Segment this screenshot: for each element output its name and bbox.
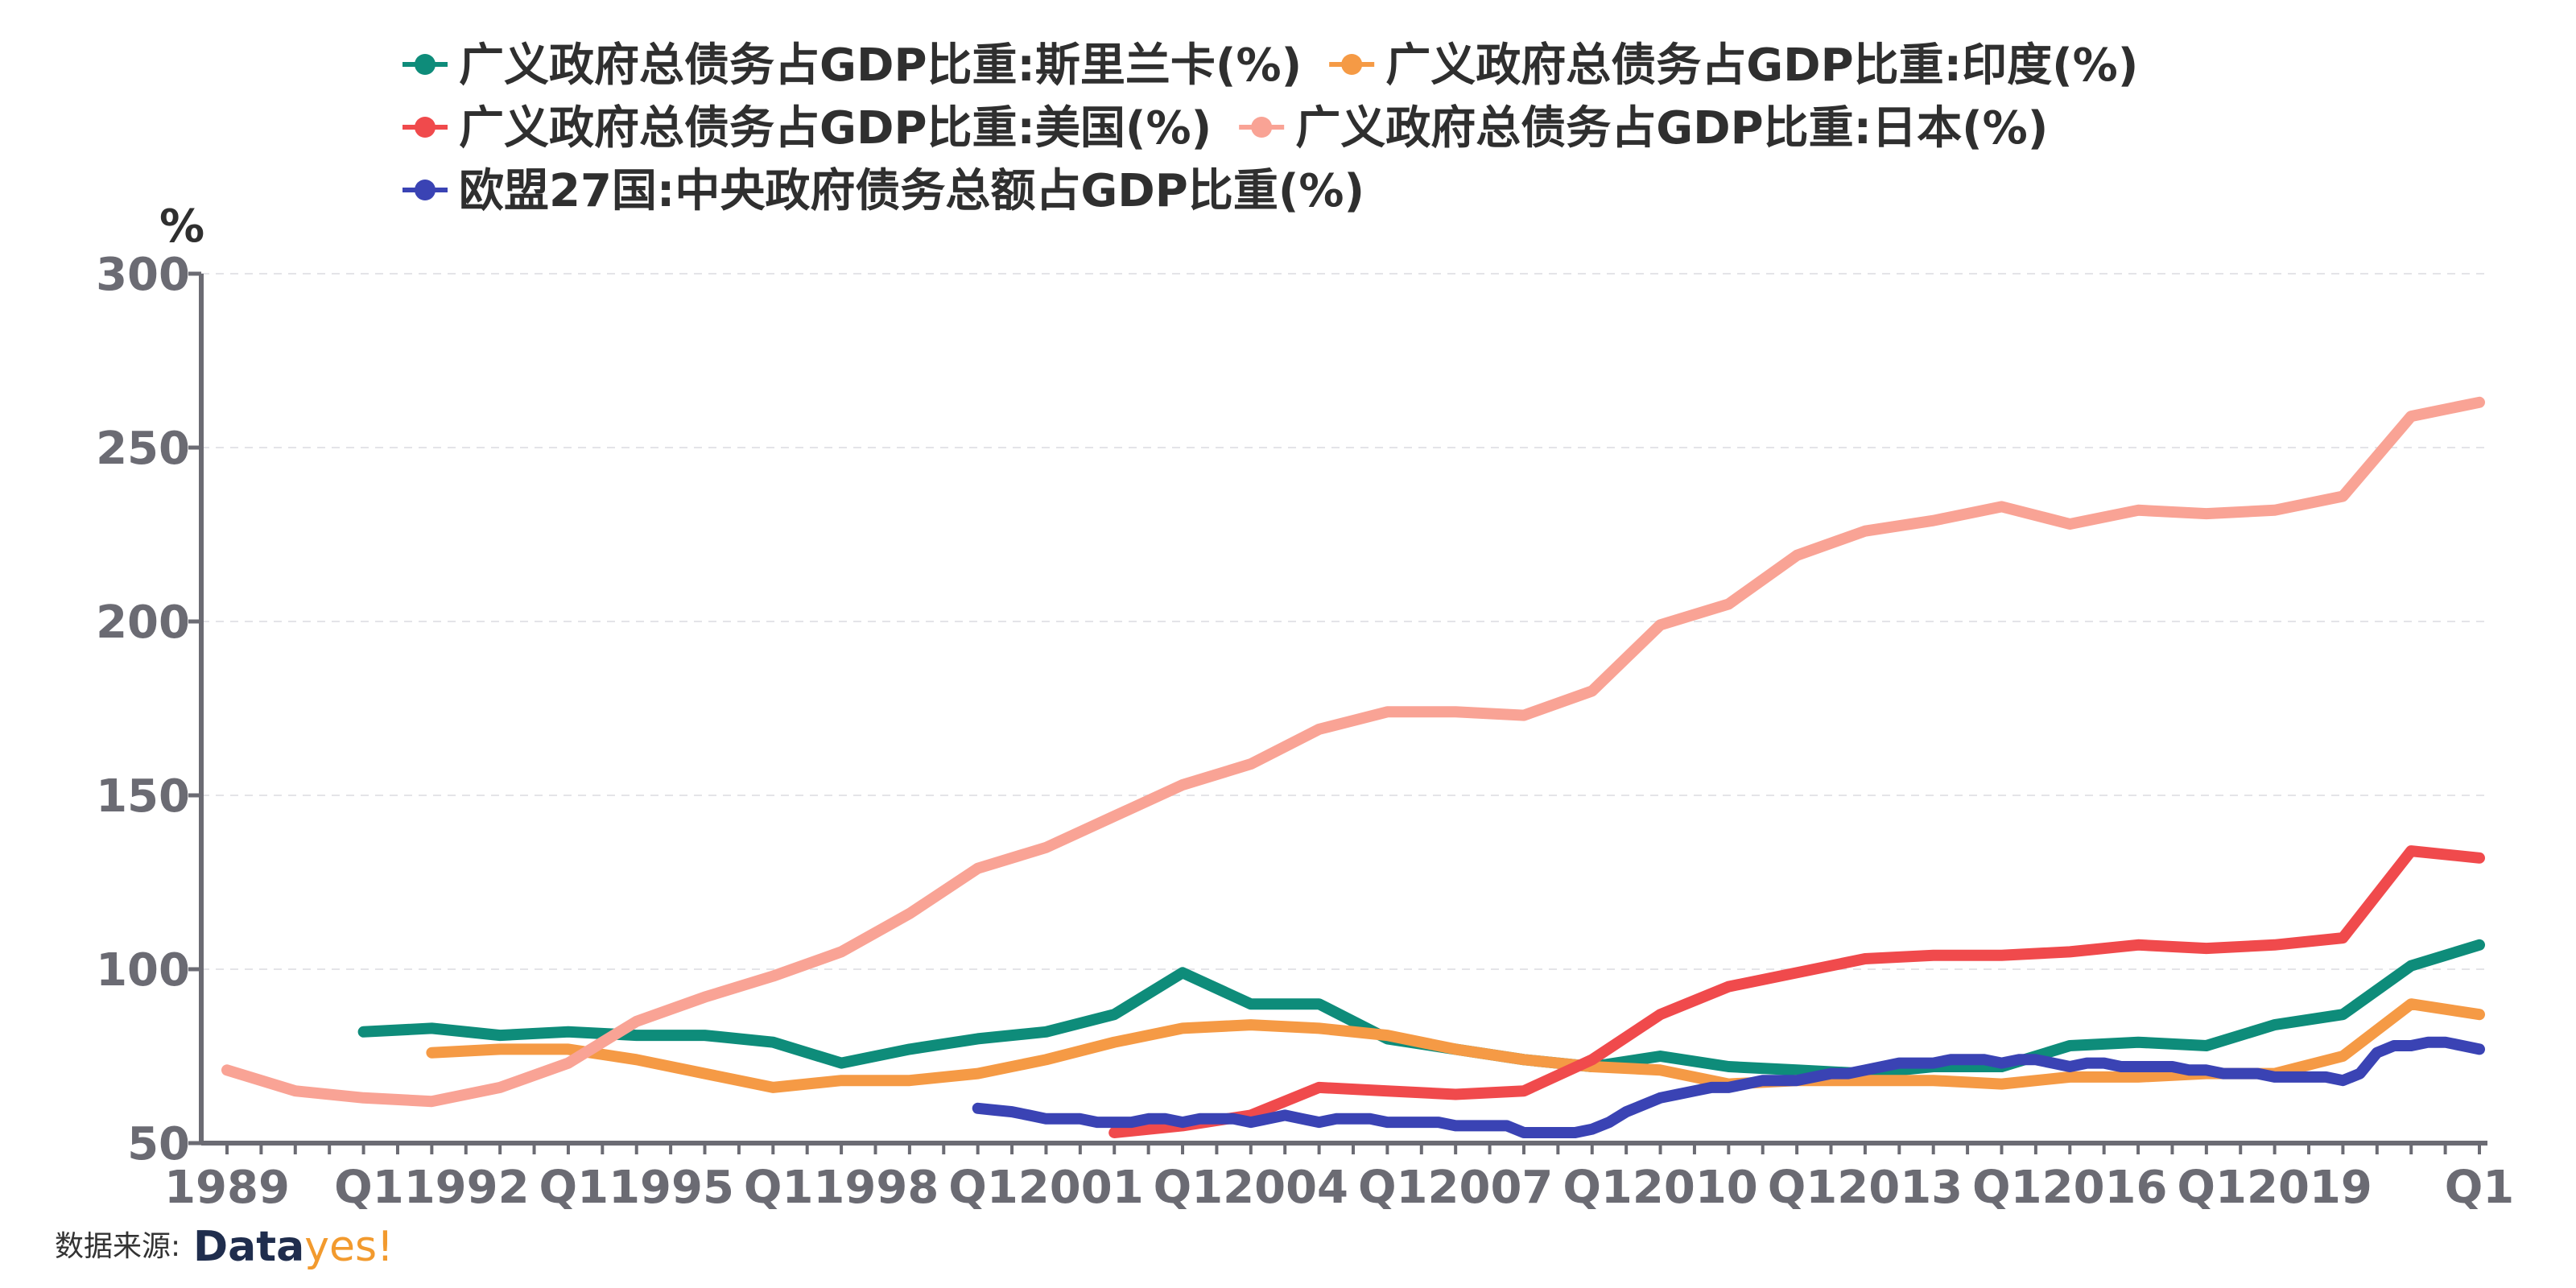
data-source-label: 数据来源: [55,1230,180,1263]
y-tick-label: 300 [96,249,190,301]
x-tick-labels: 1989 Q11992 Q11995 Q11998 Q12001 Q12004 Q12007… [164,1143,2514,1214]
series-line [972,1036,2485,1138]
legend-label: 广义政府总债务占GDP比重:斯里兰卡(%) [459,39,1302,92]
axes [199,274,2487,1146]
legend-swatch-marker [1251,117,1273,138]
y-tick-label: 100 [96,944,190,997]
legend: 广义政府总债务占GDP比重:斯里兰卡(%) 广义政府总债务占GDP比重:印度(%)… [402,39,2138,217]
gridlines [201,273,2487,970]
x-tick-label: Q12007 [1358,1162,1553,1214]
x-tick-label: Q11992 [334,1162,529,1214]
legend-swatch-marker [415,180,436,200]
x-tick-label: Q12019 [2177,1162,2372,1214]
legend-label: 广义政府总债务占GDP比重:印度(%) [1385,39,2138,92]
legend-item: 广义政府总债务占GDP比重:日本(%) [1239,102,2048,155]
series-line [426,998,2485,1093]
legend-swatch-marker [1341,54,1363,75]
x-tick-label: Q12010 [1563,1162,1757,1214]
x-tick-label: Q12004 [1154,1162,1348,1214]
x-tick-label: Q1 [2445,1162,2515,1214]
series-line [221,396,2485,1108]
x-tick-label: 1989 [164,1162,290,1214]
y-tick-label: 250 [96,423,190,475]
y-tick-labels: 50 100 150 200 250 300 [96,249,201,1170]
x-tick-label: Q11998 [744,1162,939,1214]
y-tick-label: 50 [127,1118,190,1170]
series-lines [221,396,2485,1138]
legend-swatch-marker [415,54,436,75]
x-tick-label: Q12001 [948,1162,1143,1214]
y-tick-label: 200 [96,597,190,649]
x-tick-label: Q11995 [539,1162,734,1214]
legend-item: 广义政府总债务占GDP比重:美国(%) [402,102,1212,155]
legend-label: 广义政府总债务占GDP比重:日本(%) [1295,102,2048,155]
x-tick-label: Q12013 [1768,1162,1963,1214]
legend-item: 欧盟27国:中央政府债务总额占GDP比重(%) [402,165,1364,217]
data-source: 数据来源: Datayes! [55,1223,394,1271]
series-line [1108,845,2485,1138]
x-tick-label: Q12016 [1972,1162,2167,1214]
legend-label: 欧盟27国:中央政府债务总额占GDP比重(%) [459,165,1364,217]
datayes-logo-part1: Data [193,1223,304,1271]
datayes-logo-part2: yes! [304,1223,394,1271]
legend-label: 广义政府总债务占GDP比重:美国(%) [459,102,1212,155]
legend-item: 广义政府总债务占GDP比重:印度(%) [1329,39,2138,92]
legend-swatch-marker [415,117,436,138]
legend-item: 广义政府总债务占GDP比重:斯里兰卡(%) [402,39,1302,92]
datayes-logo: Datayes! [193,1223,394,1271]
y-tick-label: 150 [96,770,190,823]
y-unit-label: % [159,200,204,253]
